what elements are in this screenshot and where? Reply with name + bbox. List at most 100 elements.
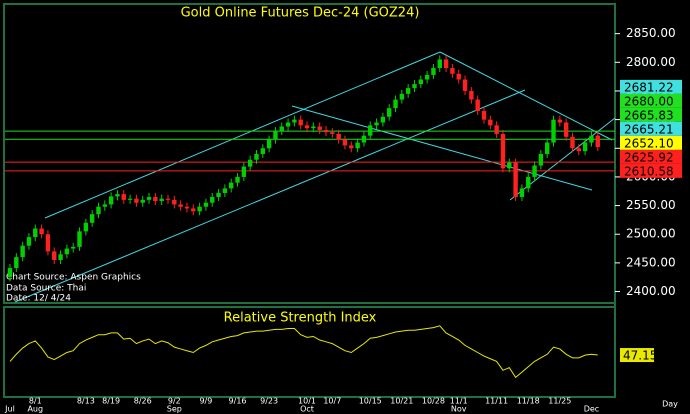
trendline: [14, 89, 526, 303]
candle-body: [216, 192, 221, 197]
candle-body: [355, 142, 360, 149]
candle-body: [462, 79, 468, 91]
level-label: 2610.58: [624, 164, 674, 178]
candle-body: [165, 198, 171, 200]
level-label: 2665.21: [624, 122, 674, 136]
x-tick-label: 11/1: [450, 397, 468, 406]
x-axis-label: Day: [662, 400, 678, 409]
trendline: [44, 51, 441, 219]
candle-body: [292, 119, 297, 123]
x-tick-label: 10/28: [422, 397, 445, 406]
candle-body: [450, 68, 455, 74]
candle-body: [298, 119, 303, 126]
candle-body: [336, 133, 341, 140]
candle-body: [361, 135, 367, 143]
level-box: [620, 107, 682, 122]
candle-body: [500, 133, 506, 169]
month-label: Jul: [4, 405, 15, 414]
candle-body: [456, 73, 461, 80]
candle-body: [153, 196, 158, 201]
candle-body: [146, 196, 152, 200]
level-label: 2625.92: [624, 150, 674, 164]
candle-body: [222, 188, 228, 193]
candle-body: [115, 194, 120, 197]
candle-body: [20, 245, 25, 258]
month-label: Aug: [27, 405, 43, 414]
x-tick-label: 9/2: [168, 397, 181, 406]
candle-body: [178, 204, 183, 207]
candle-body: [33, 228, 38, 238]
candle-body: [83, 222, 89, 232]
candle-body: [191, 208, 196, 212]
candle-body: [431, 68, 436, 75]
candle-body: [437, 59, 442, 69]
source-note: Chart Source: Aspen Graphics: [6, 273, 141, 283]
x-tick-label: 10/7: [323, 397, 341, 406]
x-tick-label: 8/19: [102, 397, 120, 406]
rsi-line: [9, 325, 598, 379]
level-box: [620, 93, 682, 108]
candle-body: [121, 194, 126, 200]
candle-body: [323, 129, 329, 133]
candle-body: [39, 228, 44, 235]
chart-title: Gold Online Futures Dec-24 (GOZ24): [181, 6, 420, 21]
level-box: [620, 163, 682, 178]
candle-body: [273, 131, 278, 140]
candle-body: [519, 188, 525, 197]
candle-body: [241, 166, 247, 177]
x-tick-label: 11/11: [485, 397, 508, 406]
level-box: [620, 149, 682, 164]
candle-body: [513, 162, 518, 197]
candle-body: [304, 125, 310, 129]
candle-body: [229, 182, 234, 189]
y-tick-label: 2550.00: [626, 198, 676, 212]
candle-body: [14, 257, 19, 269]
candle-body: [52, 251, 57, 261]
level-label: 2681.22: [624, 80, 674, 94]
candle-body: [570, 136, 575, 149]
candle-body: [469, 90, 474, 100]
candle-body: [393, 99, 398, 109]
candle-body: [197, 206, 202, 212]
candle-body: [45, 234, 51, 252]
y-tick-label: 2400.00: [626, 284, 676, 298]
level-label: 2652.10: [624, 136, 674, 150]
month-label: Nov: [451, 405, 467, 414]
candle-body: [58, 254, 63, 261]
candle-body: [374, 122, 379, 126]
rsi-value-box: [620, 348, 654, 363]
candle-body: [368, 125, 373, 136]
candle-body: [279, 126, 284, 132]
candle-body: [96, 206, 101, 215]
candle-body: [595, 135, 600, 148]
candle-body: [108, 196, 114, 205]
x-tick-label: 8/1: [29, 397, 42, 406]
candle-body: [266, 139, 272, 149]
candle-body: [380, 116, 386, 123]
month-label: Dec: [584, 405, 599, 414]
source-note: Date: 12/ 4/24: [6, 294, 71, 304]
x-tick-label: 11/25: [548, 397, 571, 406]
x-tick-label: 8/26: [134, 397, 152, 406]
x-tick-label: 8/13: [77, 397, 95, 406]
candle-body: [134, 198, 139, 203]
candle-body: [399, 93, 405, 100]
candle-body: [405, 88, 411, 94]
candle-body: [488, 119, 493, 126]
candle-body: [481, 111, 487, 120]
candle-body: [532, 165, 537, 177]
candle-body: [576, 148, 581, 152]
y-tick-label: 2800.00: [626, 55, 676, 69]
candle-body: [545, 142, 550, 154]
x-tick-label: 9/23: [260, 397, 278, 406]
candle-body: [412, 84, 417, 89]
candle-body: [563, 122, 569, 137]
y-tick-label: 2450.00: [626, 255, 676, 269]
candle-body: [77, 231, 82, 247]
candle-body: [443, 59, 449, 69]
candle-body: [557, 119, 563, 123]
level-box: [620, 79, 682, 94]
candle-body: [317, 126, 322, 130]
candle-body: [349, 145, 354, 149]
